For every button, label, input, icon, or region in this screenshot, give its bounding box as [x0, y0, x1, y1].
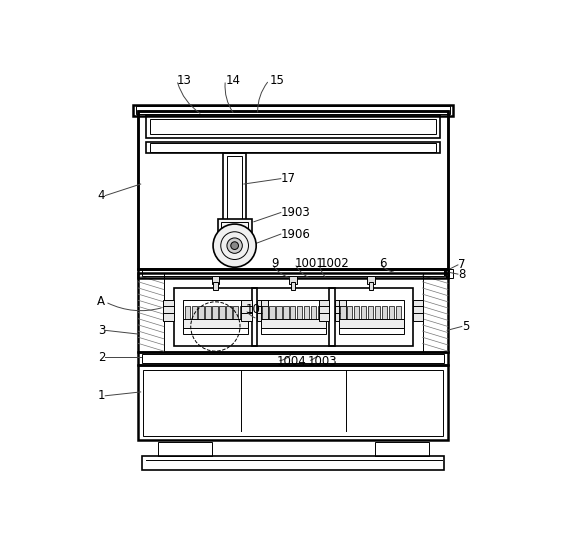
Text: 13: 13 [177, 74, 192, 87]
Bar [138, 111, 448, 269]
Bar [138, 273, 448, 352]
Bar [335, 300, 345, 321]
Bar [263, 306, 268, 321]
Bar [318, 306, 323, 321]
Text: 3: 3 [98, 324, 105, 337]
Bar [354, 306, 359, 321]
Bar [241, 300, 252, 321]
Bar [319, 300, 329, 321]
Bar [163, 300, 174, 321]
Bar [423, 273, 448, 352]
Bar [340, 306, 345, 321]
Bar [291, 282, 296, 289]
Bar [283, 306, 288, 321]
Text: 2: 2 [98, 351, 105, 364]
Text: 5: 5 [462, 320, 469, 333]
Bar [329, 288, 412, 345]
Bar [257, 300, 268, 321]
Bar [150, 143, 436, 151]
Bar [269, 306, 275, 321]
Bar [446, 269, 452, 278]
Bar [223, 153, 246, 257]
Text: 9: 9 [272, 257, 279, 270]
Bar [227, 156, 243, 255]
Text: 1001: 1001 [295, 257, 324, 270]
Bar [138, 111, 448, 269]
Bar [150, 119, 436, 134]
Bar [138, 269, 448, 278]
Bar [367, 277, 375, 284]
Text: A: A [97, 295, 105, 308]
Bar [138, 365, 448, 440]
Bar [368, 282, 374, 289]
Bar [221, 222, 248, 232]
Text: 1004: 1004 [277, 355, 307, 368]
Text: 14: 14 [225, 74, 240, 87]
Text: 1002: 1002 [319, 257, 349, 270]
Bar [213, 282, 218, 289]
Text: 10: 10 [245, 303, 260, 316]
Bar [347, 306, 352, 321]
Circle shape [227, 238, 243, 253]
Bar [339, 319, 404, 328]
Bar [311, 306, 316, 321]
Bar [142, 354, 444, 363]
Bar [396, 306, 401, 321]
Bar [212, 277, 219, 284]
Bar [290, 306, 296, 321]
Bar [289, 277, 297, 284]
Bar [146, 115, 440, 138]
Bar [136, 106, 450, 114]
Text: 8: 8 [458, 268, 465, 281]
Bar [133, 105, 453, 115]
Bar [382, 306, 387, 321]
Bar [218, 219, 252, 236]
Bar [185, 306, 190, 321]
Circle shape [231, 242, 239, 250]
Text: 4: 4 [98, 189, 105, 202]
Bar [205, 306, 210, 321]
Bar [174, 288, 257, 345]
Bar [183, 300, 248, 334]
Bar [276, 306, 281, 321]
Text: 1: 1 [98, 389, 105, 402]
Bar [412, 300, 423, 321]
Bar [304, 306, 309, 321]
Bar [361, 306, 366, 321]
Bar [219, 306, 225, 321]
Bar [445, 270, 448, 277]
Bar [143, 370, 443, 436]
Bar [233, 306, 239, 321]
Text: 7: 7 [458, 258, 466, 271]
Text: 1906: 1906 [281, 227, 311, 240]
Bar [339, 300, 404, 334]
Circle shape [213, 224, 256, 267]
Bar [138, 273, 164, 352]
Bar [192, 306, 197, 321]
Bar [261, 300, 326, 334]
Bar [142, 456, 444, 469]
Bar [252, 288, 335, 345]
Bar [388, 306, 394, 321]
Bar [297, 306, 303, 321]
Bar [183, 319, 248, 328]
Text: 6: 6 [379, 257, 387, 270]
Bar [212, 306, 218, 321]
Bar [375, 306, 380, 321]
Bar [142, 270, 444, 277]
Bar [240, 306, 245, 321]
Bar [146, 142, 440, 153]
Bar [198, 306, 204, 321]
Bar [261, 319, 326, 328]
Text: 1003: 1003 [308, 355, 337, 368]
Text: 15: 15 [269, 74, 284, 87]
Bar [138, 352, 448, 365]
Bar [368, 306, 374, 321]
Text: 17: 17 [281, 172, 296, 185]
Text: 1903: 1903 [281, 206, 311, 219]
Bar [226, 306, 232, 321]
